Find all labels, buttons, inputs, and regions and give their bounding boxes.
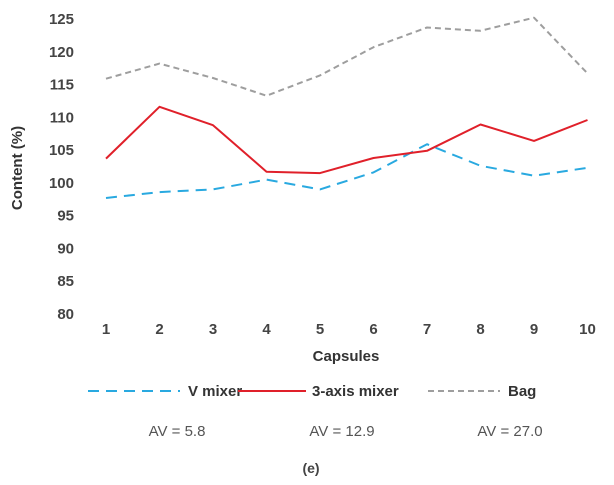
series-line-3-axis-mixer	[105, 105, 588, 175]
av-annotation-v-mixer: AV = 5.8	[149, 423, 206, 440]
legend-label-3-axis-mixer: 3-axis mixer	[312, 383, 399, 400]
y-axis-title: Content (%)	[9, 126, 26, 210]
x-tick-label: 3	[209, 321, 217, 338]
x-tick-label: 6	[369, 321, 377, 338]
x-tick-label: 9	[530, 321, 538, 338]
series-line-v-mixer	[105, 143, 588, 199]
legend-label-v-mixer: V mixer	[188, 383, 242, 400]
y-tick-label: 80	[57, 306, 74, 323]
av-annotation-bag: AV = 27.0	[477, 423, 542, 440]
x-tick-label: 2	[155, 321, 163, 338]
x-tick-label: 7	[423, 321, 431, 338]
y-tick-label: 115	[50, 77, 74, 94]
y-tick-label: 125	[49, 11, 74, 28]
x-axis-title: Capsules	[313, 348, 380, 365]
y-tick-label: 85	[57, 273, 74, 290]
panel-label: (e)	[302, 460, 319, 476]
y-axis-ticks: 80 85 90 95 100 105 110 115 120 125	[49, 11, 74, 323]
y-tick-label: 110	[50, 109, 74, 126]
y-tick-label: 100	[49, 175, 74, 192]
legend-label-bag: Bag	[508, 383, 536, 400]
av-annotations: AV = 5.8 AV = 12.9 AV = 27.0	[149, 423, 543, 440]
series-line-bag	[105, 16, 589, 97]
y-tick-label: 120	[49, 44, 74, 61]
x-tick-label: 4	[262, 321, 271, 338]
y-tick-label: 95	[57, 208, 74, 225]
x-tick-label: 5	[316, 321, 324, 338]
x-tick-label: 10	[579, 321, 596, 338]
av-annotation-3-axis-mixer: AV = 12.9	[309, 423, 374, 440]
y-tick-label: 105	[49, 142, 74, 159]
x-axis-ticks: 1 2 3 4 5 6 7 8 9 10	[102, 321, 596, 338]
legend: V mixer 3-axis mixer Bag	[88, 383, 536, 400]
y-tick-label: 90	[57, 240, 74, 257]
series-lines	[105, 16, 589, 199]
x-tick-label: 8	[476, 321, 484, 338]
x-tick-label: 1	[102, 321, 110, 338]
